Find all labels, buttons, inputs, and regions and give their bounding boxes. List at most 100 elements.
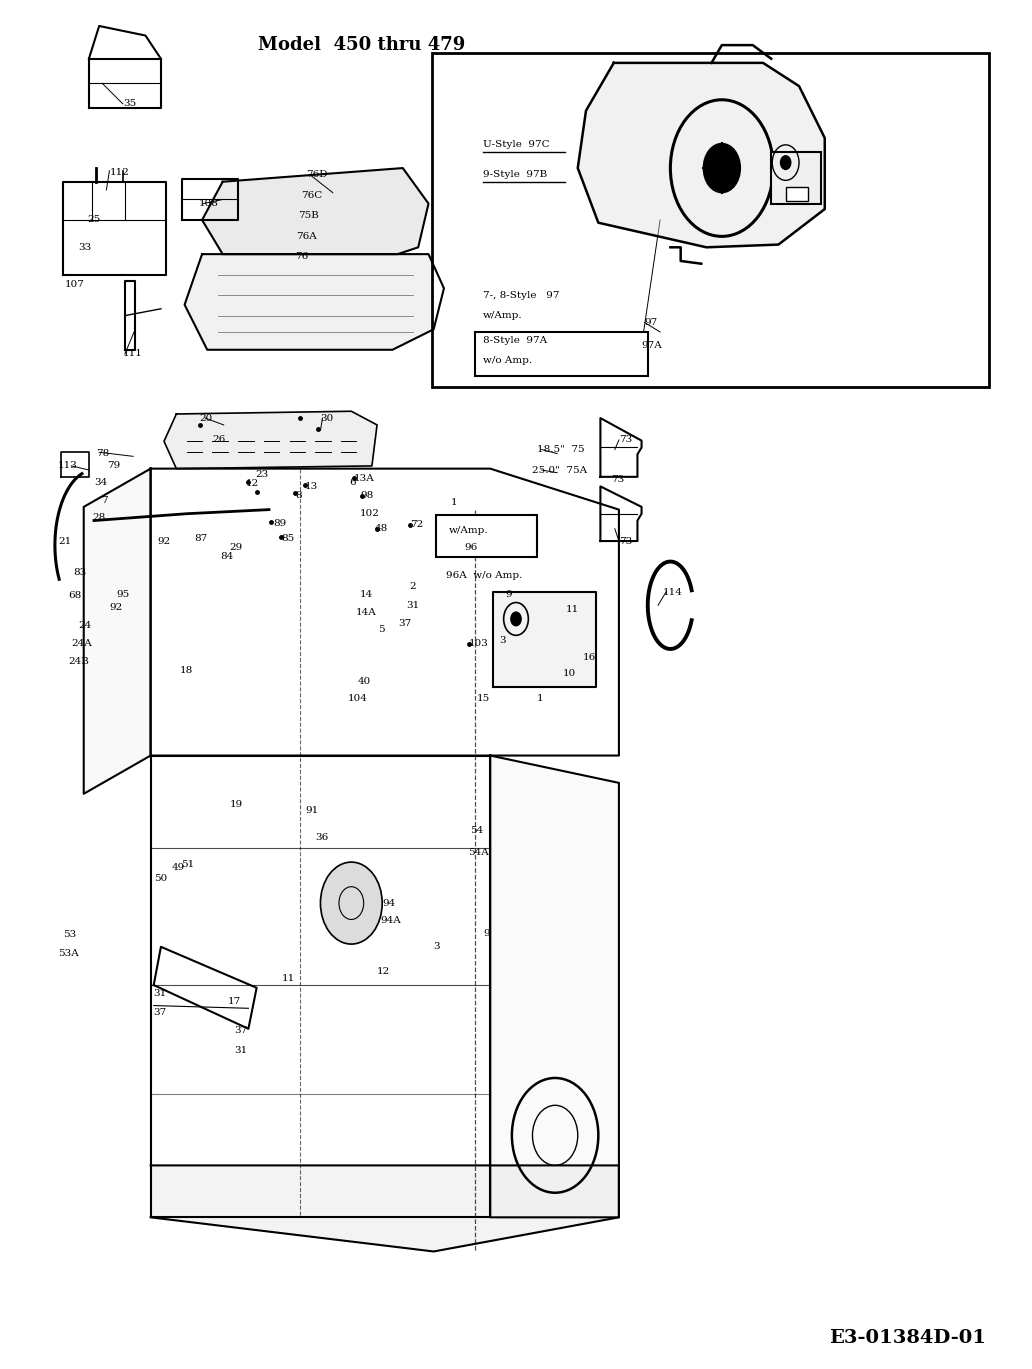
Text: 3: 3 [499, 637, 506, 645]
Text: 5: 5 [378, 626, 385, 634]
Text: 53A: 53A [58, 949, 78, 958]
Text: 7-, 8-Style   97: 7-, 8-Style 97 [483, 290, 559, 300]
Text: 21: 21 [58, 537, 71, 546]
Text: 108: 108 [199, 199, 219, 208]
Text: 97A: 97A [642, 341, 663, 350]
Text: 20: 20 [199, 413, 213, 423]
Text: 114: 114 [664, 589, 683, 597]
Text: 24: 24 [78, 622, 92, 630]
Text: 113: 113 [58, 461, 77, 471]
Text: 30: 30 [321, 413, 333, 423]
Text: 9: 9 [506, 590, 512, 598]
Text: 97: 97 [645, 318, 658, 327]
Text: 10: 10 [562, 669, 576, 678]
Text: 111: 111 [123, 349, 142, 359]
Text: 85: 85 [282, 534, 294, 543]
Text: 29: 29 [229, 543, 243, 552]
Text: 24B: 24B [68, 657, 89, 665]
Text: 13: 13 [305, 482, 318, 491]
Text: 1: 1 [537, 694, 543, 702]
Text: U-Style  97C: U-Style 97C [483, 141, 550, 149]
Text: 35: 35 [123, 100, 136, 108]
Text: 92: 92 [109, 604, 123, 612]
Text: 18: 18 [180, 667, 193, 675]
Text: 87: 87 [194, 534, 207, 543]
Text: 17: 17 [228, 997, 241, 1006]
Text: 51: 51 [182, 860, 195, 869]
Circle shape [704, 144, 740, 193]
Text: 31: 31 [406, 601, 419, 609]
Text: 107: 107 [65, 279, 85, 289]
Text: 37: 37 [234, 1025, 248, 1035]
Text: 68: 68 [68, 591, 82, 600]
Text: 8: 8 [296, 491, 302, 501]
Bar [785, 188, 808, 201]
Text: 102: 102 [359, 509, 380, 519]
Text: 28: 28 [92, 513, 105, 523]
Text: 25: 25 [87, 215, 100, 225]
Text: 15: 15 [477, 694, 490, 702]
Text: 94A: 94A [380, 916, 400, 925]
Text: w/Amp.: w/Amp. [483, 311, 522, 320]
Text: 73: 73 [619, 435, 633, 445]
Text: 25.0"  75A: 25.0" 75A [533, 465, 587, 475]
Text: Model  450 thru 479: Model 450 thru 479 [258, 36, 465, 55]
Text: 9: 9 [483, 928, 490, 938]
Polygon shape [493, 591, 596, 687]
Polygon shape [185, 255, 444, 349]
Text: 13A: 13A [353, 474, 375, 483]
Text: 6: 6 [349, 478, 356, 487]
Text: 54A: 54A [467, 847, 488, 857]
Text: 53: 53 [63, 930, 76, 939]
Text: 19: 19 [230, 801, 244, 809]
Text: 11: 11 [282, 973, 294, 983]
Text: 37: 37 [154, 1008, 167, 1017]
Circle shape [511, 612, 521, 626]
Polygon shape [151, 1165, 619, 1251]
Text: 1: 1 [451, 498, 458, 508]
Text: 94: 94 [382, 898, 395, 908]
Circle shape [780, 156, 791, 170]
Text: 14: 14 [359, 590, 373, 598]
Text: 8-Style  97A: 8-Style 97A [483, 335, 547, 345]
Text: 33: 33 [78, 242, 92, 252]
Text: 103: 103 [469, 639, 488, 648]
Text: 73: 73 [619, 537, 633, 546]
Text: 49: 49 [171, 862, 185, 872]
Text: 31: 31 [234, 1046, 248, 1055]
Polygon shape [164, 411, 377, 468]
Text: 76: 76 [295, 252, 308, 261]
Text: w/Amp.: w/Amp. [449, 526, 489, 535]
Polygon shape [490, 756, 619, 1217]
Text: 7: 7 [101, 496, 108, 505]
Text: 54: 54 [470, 826, 483, 835]
Polygon shape [578, 63, 825, 248]
Text: 40: 40 [357, 678, 370, 686]
Text: 72: 72 [410, 520, 423, 530]
Text: 24A: 24A [71, 639, 92, 648]
Text: 96: 96 [464, 543, 478, 552]
Text: 37: 37 [398, 619, 412, 627]
Text: 36: 36 [316, 832, 328, 842]
Text: 78: 78 [96, 449, 109, 459]
Bar [431, 53, 990, 386]
Text: 75B: 75B [298, 211, 319, 220]
Text: 76A: 76A [296, 231, 317, 241]
Text: 16: 16 [583, 653, 596, 661]
Text: w/o Amp.: w/o Amp. [483, 356, 533, 366]
Text: E3-01384D-01: E3-01384D-01 [829, 1328, 986, 1347]
Bar [436, 515, 537, 557]
Text: 11: 11 [566, 605, 579, 613]
Text: 104: 104 [348, 694, 368, 702]
Text: 48: 48 [375, 524, 388, 534]
Text: 26: 26 [213, 435, 226, 445]
Text: 79: 79 [107, 461, 121, 471]
Text: 89: 89 [273, 519, 286, 528]
Text: 2: 2 [409, 582, 416, 590]
Text: 50: 50 [154, 873, 167, 883]
Polygon shape [202, 168, 428, 255]
Text: 95: 95 [117, 590, 130, 598]
Text: 92: 92 [158, 537, 171, 546]
Text: 76D: 76D [307, 170, 327, 179]
Text: 9-Style  97B: 9-Style 97B [483, 170, 547, 179]
